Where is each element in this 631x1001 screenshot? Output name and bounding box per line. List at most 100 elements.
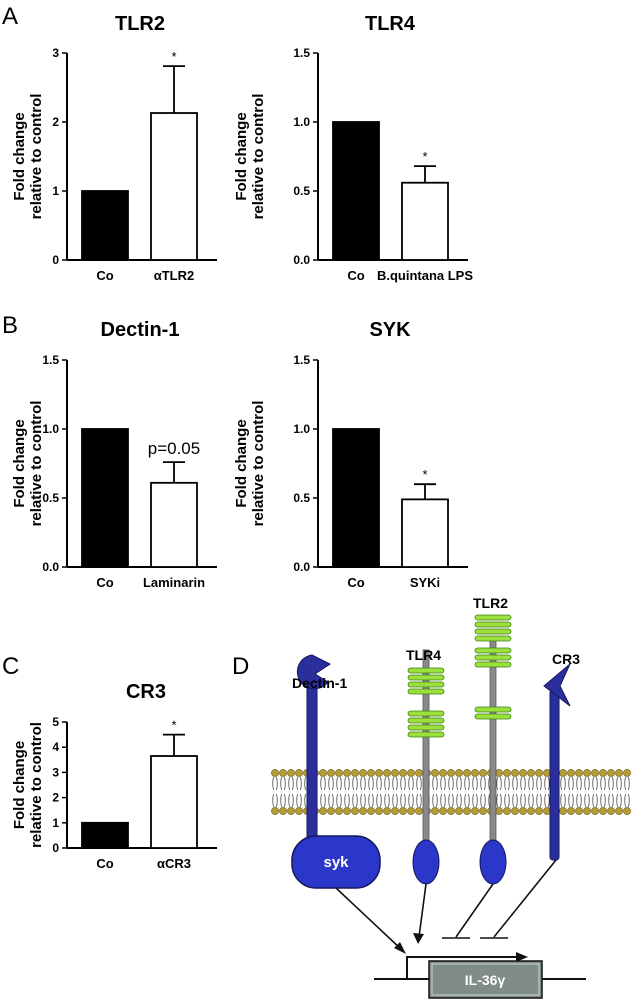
y-tick-label: 1.5 <box>42 353 59 367</box>
x-category-label: Co <box>347 575 364 590</box>
chart-cr3: CR3 Fold changerelative to control 0 1 2 3 4 5 C… <box>11 681 217 871</box>
lrr-bar <box>474 654 512 661</box>
y-tick-label: 0.5 <box>293 184 310 198</box>
pathway-diagram: Dectin-1 syk TLR4 TLR2 CR3 <box>271 595 631 999</box>
y-tick-label: 3 <box>52 765 59 779</box>
x-category-label: αCR3 <box>157 856 191 871</box>
x-category-label: B.quintana LPS <box>377 268 473 283</box>
bar <box>81 190 129 261</box>
y-tick-label: 0.0 <box>293 560 310 574</box>
chart-title: Dectin-1 <box>101 319 180 341</box>
chart-tlr4: TLR4 Fold changerelative to control 0.0 0.5… <box>233 13 473 283</box>
arrowhead-icon <box>413 933 424 944</box>
cell-membrane <box>271 769 631 815</box>
bar <box>150 481 198 568</box>
y-tick-label: 1.5 <box>293 353 310 367</box>
y-tick-label: 0 <box>52 253 59 267</box>
y-tick-label: 1.5 <box>293 46 310 60</box>
y-tick-label: 1.0 <box>293 422 310 436</box>
tlr2-lrr-domains <box>474 614 512 720</box>
panel-letter-c: C <box>2 653 19 680</box>
bar <box>150 755 198 849</box>
tlr4-activation-arrow <box>418 883 427 938</box>
lrr-bar <box>474 628 512 635</box>
syk-label: syk <box>323 854 349 871</box>
y-tick-label: 0.5 <box>42 491 59 505</box>
syk-kinase: syk <box>291 835 381 889</box>
il36-gene: IL-36γ <box>428 960 543 999</box>
y-tick-label: 1.0 <box>42 422 59 436</box>
bar <box>332 428 380 568</box>
lrr-bar <box>474 614 512 621</box>
lrr-bar <box>474 706 512 713</box>
y-tick-label: 1 <box>52 184 59 198</box>
lrr-bar <box>407 731 445 738</box>
x-category-label: Co <box>347 268 364 283</box>
x-category-label: αTLR2 <box>154 268 195 283</box>
lrr-bar <box>407 681 445 688</box>
bar <box>401 498 449 568</box>
lrr-bar <box>474 635 512 642</box>
lrr-bar <box>407 667 445 674</box>
lrr-bar <box>407 717 445 724</box>
cr3-head-icon <box>543 663 571 707</box>
y-tick-label: 3 <box>52 46 59 60</box>
y-tick-label: 1 <box>52 816 59 830</box>
tlr4-receptor: TLR4 <box>406 647 445 885</box>
lrr-bar <box>407 674 445 681</box>
bar <box>150 112 198 261</box>
tlr4-label: TLR4 <box>406 647 441 663</box>
tlr2-inhibition-line <box>455 883 494 938</box>
y-tick-label: 2 <box>52 791 59 805</box>
lrr-bar <box>407 688 445 695</box>
y-tick-label: 0.5 <box>293 491 310 505</box>
dectin1-receptor: Dectin-1 <box>292 654 347 869</box>
y-tick-label: 4 <box>52 740 59 754</box>
x-category-label: SYKi <box>410 575 440 590</box>
significance-annotation: * <box>171 49 176 64</box>
dectin1-head-icon <box>296 654 331 690</box>
chart-tlr2: TLR2 Fold changerelative to control 0 1 2 3 Co… <box>11 13 217 283</box>
bar <box>332 121 380 261</box>
syk-activation-arrow <box>335 887 403 951</box>
chart-title: TLR2 <box>115 13 165 35</box>
chart-title: SYK <box>369 319 411 341</box>
significance-annotation: * <box>171 718 176 733</box>
y-tick-label: 1.0 <box>293 115 310 129</box>
y-axis-label: Fold changerelative to control <box>11 94 45 220</box>
y-axis-label: Fold changerelative to control <box>233 94 267 220</box>
x-category-label: Co <box>96 856 113 871</box>
significance-annotation: p=0.05 <box>148 439 200 458</box>
transcription-start-arrow <box>406 956 520 979</box>
y-axis-label: Fold changerelative to control <box>233 401 267 527</box>
bar <box>81 821 129 849</box>
y-tick-label: 0.0 <box>42 560 59 574</box>
tlr4-lrr-domains <box>407 667 445 738</box>
chart-title: TLR4 <box>365 13 416 35</box>
cr3-inhibition-line <box>493 859 557 938</box>
bar <box>401 181 449 261</box>
lrr-bar <box>407 710 445 717</box>
y-axis-label: Fold changerelative to control <box>11 401 45 527</box>
y-tick-label: 5 <box>52 715 59 729</box>
panel-letter-d: D <box>232 653 249 680</box>
lrr-bar <box>474 661 512 668</box>
y-tick-label: 0.0 <box>293 253 310 267</box>
gene-label: IL-36γ <box>465 972 506 988</box>
panel-letter-b: B <box>2 312 18 339</box>
lrr-bar <box>474 647 512 654</box>
x-category-label: Laminarin <box>143 575 205 590</box>
cr3-receptor: CR3 <box>543 651 580 861</box>
arrowhead-icon <box>516 952 528 962</box>
chart-title: CR3 <box>126 681 166 703</box>
dectin1-label: Dectin-1 <box>292 675 347 691</box>
tlr2-label: TLR2 <box>473 595 508 611</box>
y-tick-label: 2 <box>52 115 59 129</box>
significance-annotation: * <box>422 149 427 164</box>
y-axis-label: Fold changerelative to control <box>11 722 45 848</box>
chart-syk: SYK Fold changerelative to control 0.0 0.5 1… <box>233 319 468 590</box>
signal-arrows <box>335 859 586 980</box>
bar <box>81 428 129 568</box>
